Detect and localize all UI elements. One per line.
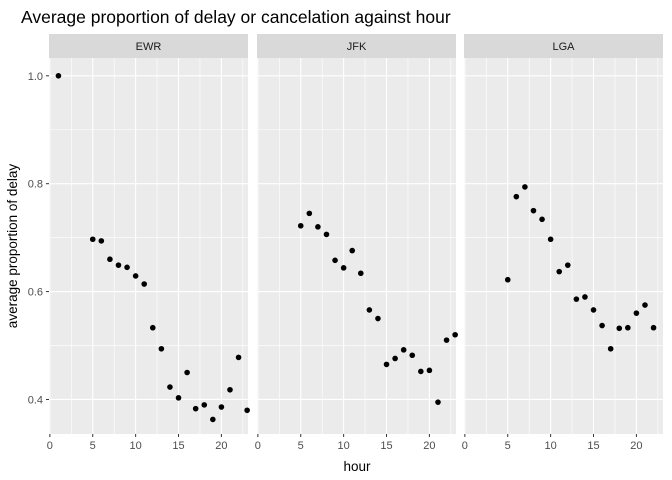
data-point — [323, 231, 330, 238]
y-tick-label: 0.4 — [28, 394, 43, 406]
x-tick-label: 5 — [298, 440, 304, 452]
data-point — [124, 264, 130, 271]
data-point — [452, 331, 458, 338]
x-tick-label: 0 — [47, 440, 53, 452]
data-point — [55, 73, 62, 79]
x-tick-label: 0 — [255, 440, 261, 452]
facet-strip-label: LGA — [552, 41, 575, 53]
data-point — [599, 322, 605, 329]
data-point — [539, 216, 545, 223]
facet-strip — [257, 34, 456, 58]
x-tick-label: 5 — [90, 440, 96, 452]
panel-background — [49, 58, 248, 434]
data-point — [564, 262, 571, 268]
data-point — [357, 270, 364, 277]
facet-panel-ewr: EWR 0 5 10 15 20 — [47, 34, 250, 452]
data-point — [115, 262, 122, 268]
data-point — [383, 361, 390, 368]
data-point — [443, 337, 450, 343]
x-tick-label: 10 — [338, 440, 350, 452]
data-point — [107, 256, 113, 263]
facet-strip-label: JFK — [347, 41, 367, 53]
data-point — [642, 302, 648, 308]
data-point — [315, 224, 321, 230]
facet-strip — [464, 34, 663, 58]
data-point — [530, 207, 537, 214]
data-point — [582, 294, 588, 300]
x-tick-label: 20 — [215, 440, 227, 452]
data-point — [625, 324, 631, 331]
data-point — [89, 236, 96, 243]
panel-background — [464, 58, 663, 434]
data-point — [235, 354, 242, 361]
x-tick-label: 20 — [630, 440, 642, 452]
data-point — [607, 345, 614, 352]
data-point — [366, 307, 373, 313]
x-tick-label: 15 — [587, 440, 599, 452]
data-point — [616, 325, 623, 332]
facet-strip — [49, 34, 248, 58]
data-point — [340, 265, 347, 271]
data-point — [175, 395, 182, 401]
data-point — [158, 345, 165, 352]
data-point — [184, 369, 190, 376]
data-point — [400, 347, 407, 353]
x-tick-label: 10 — [545, 440, 557, 452]
facets: 0.4 0.6 0.8 1.0 EWR 0 5 10 15 20 JFK 0 5 10 15 20 LGA 0 5 1… — [28, 34, 663, 452]
data-point — [650, 324, 657, 331]
x-axis-title: hour — [343, 459, 371, 474]
data-point — [98, 238, 105, 244]
data-point — [349, 247, 356, 254]
data-point — [297, 222, 304, 229]
data-point — [392, 355, 398, 362]
x-tick-label: 5 — [505, 440, 511, 452]
data-point — [132, 273, 139, 279]
facet-panel-lga: LGA 0 5 10 15 20 — [462, 34, 663, 452]
data-point — [418, 368, 424, 375]
data-point — [167, 384, 173, 390]
facet-panel-jfk: JFK 0 5 10 15 20 — [255, 34, 458, 452]
data-point — [633, 310, 640, 316]
data-point — [201, 402, 208, 408]
y-axis-title: average proportion of delay — [5, 164, 20, 329]
data-point — [573, 296, 580, 302]
data-point — [210, 416, 216, 423]
data-point — [522, 184, 528, 190]
data-point — [556, 268, 563, 275]
x-tick-label: 20 — [423, 440, 435, 452]
data-point — [332, 257, 338, 264]
data-point — [504, 276, 511, 283]
x-tick-label: 0 — [462, 440, 468, 452]
data-point — [149, 324, 156, 331]
x-tick-label: 15 — [172, 440, 184, 452]
data-point — [227, 386, 233, 393]
data-point — [218, 404, 225, 410]
data-point — [141, 281, 148, 287]
data-point — [192, 405, 199, 412]
facet-strip-label: EWR — [136, 41, 162, 53]
data-point — [513, 193, 520, 200]
data-point — [375, 315, 381, 322]
x-tick-label: 15 — [380, 440, 392, 452]
chart-title: Average proportion of delay or cancelati… — [21, 7, 451, 27]
data-point — [547, 236, 554, 243]
panel-background — [257, 58, 456, 434]
y-tick-label: 0.8 — [28, 179, 43, 191]
y-tick-label: 1.0 — [28, 71, 43, 83]
x-tick-label: 10 — [130, 440, 142, 452]
data-point — [409, 352, 416, 359]
data-point — [244, 407, 250, 414]
data-point — [435, 399, 441, 405]
data-point — [590, 307, 597, 313]
data-point — [306, 210, 313, 217]
data-point — [426, 367, 433, 374]
y-tick-label: 0.6 — [28, 287, 43, 299]
